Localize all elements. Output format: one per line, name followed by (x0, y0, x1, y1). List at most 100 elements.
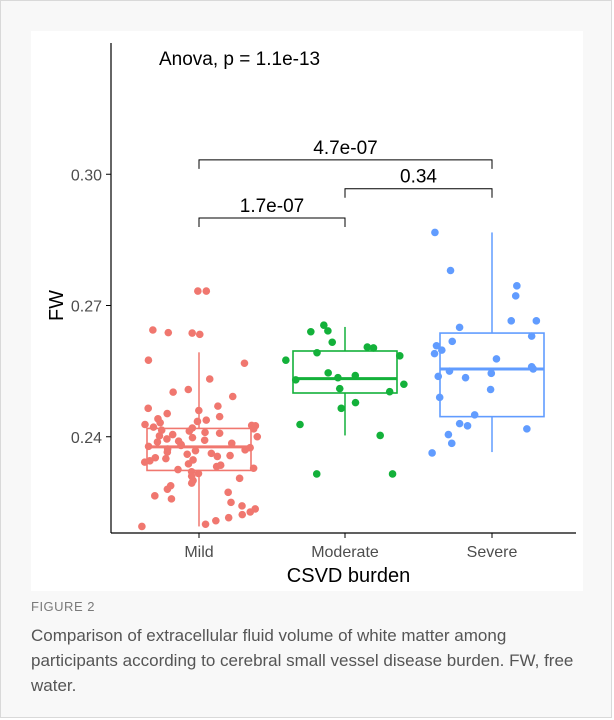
figure-caption: Comparison of extracellular fluid volume… (31, 626, 574, 695)
data-point (253, 432, 262, 441)
data-point (227, 439, 236, 448)
data-point (487, 369, 496, 378)
data-point (140, 458, 149, 466)
data-point (185, 427, 194, 435)
data-point (188, 329, 196, 337)
data-point (523, 425, 531, 433)
data-point (157, 426, 166, 434)
data-point (507, 317, 516, 325)
data-point (334, 373, 342, 382)
data-point (435, 393, 444, 402)
data-point (194, 287, 202, 295)
data-point (149, 423, 158, 431)
data-point (324, 327, 332, 335)
plot-layer: 0.24 0.27 0.30 Mild Moderate Severe CSVD burde… (46, 43, 576, 587)
data-point (202, 416, 211, 424)
data-point (291, 376, 300, 384)
data-point (296, 420, 304, 429)
data-point (193, 417, 202, 426)
data-point (238, 510, 247, 519)
data-point (205, 375, 214, 383)
data-point (226, 451, 234, 460)
data-point (200, 436, 209, 445)
x-tick-label: Mild (184, 544, 213, 561)
data-point (240, 359, 249, 368)
data-point (149, 326, 157, 334)
data-point (184, 385, 193, 394)
data-point (168, 430, 177, 439)
data-point (228, 392, 237, 401)
data-point (385, 387, 394, 396)
data-point (529, 365, 537, 373)
x-tick-label: Moderate (311, 544, 379, 561)
p-value-label: 0.34 (400, 167, 437, 188)
data-point (324, 369, 332, 377)
data-point (212, 462, 221, 471)
data-point (187, 479, 196, 487)
data-point (246, 508, 255, 516)
data-point (213, 452, 222, 461)
p-value-label: 1.7e-07 (240, 196, 304, 217)
data-point (532, 317, 541, 325)
significance-bracket (198, 159, 493, 169)
data-point (194, 469, 203, 478)
data-point (241, 446, 249, 454)
data-point (195, 330, 204, 339)
data-point (320, 321, 328, 329)
data-point (138, 522, 146, 531)
data-point (202, 287, 211, 295)
data-point (224, 513, 233, 522)
data-point (163, 485, 172, 494)
data-point (395, 352, 404, 360)
data-point (463, 422, 472, 430)
data-point (431, 228, 439, 237)
data-point (163, 409, 172, 418)
data-point (527, 332, 536, 340)
p-value-label: 4.7e-07 (313, 138, 377, 159)
data-point (201, 428, 209, 437)
data-point (335, 384, 344, 393)
data-point (430, 349, 439, 358)
figure-area: 0.24 0.27 0.30 Mild Moderate Severe CSVD burde… (31, 31, 583, 591)
data-point (369, 344, 378, 352)
data-point (486, 385, 495, 394)
data-point (282, 356, 290, 364)
data-point (337, 404, 346, 413)
data-point (195, 406, 203, 415)
data-point (249, 464, 258, 473)
data-point (163, 448, 172, 456)
y-tick-label: 0.24 (71, 430, 102, 447)
data-point (492, 355, 501, 363)
data-point (432, 341, 441, 350)
data-point (445, 367, 454, 375)
significance-bracket (198, 217, 346, 227)
data-point (400, 380, 408, 389)
data-point (167, 495, 176, 503)
data-point (447, 439, 456, 448)
data-point (249, 425, 258, 433)
data-point (446, 266, 455, 275)
x-tick-label: Severe (467, 544, 518, 561)
data-point (174, 465, 182, 474)
data-point (461, 373, 470, 382)
box (292, 350, 398, 394)
data-point (164, 328, 173, 337)
data-point (470, 411, 479, 419)
data-point (183, 450, 192, 459)
data-point (144, 442, 153, 451)
data-point (151, 492, 159, 500)
data-point (169, 388, 177, 396)
data-point (438, 346, 446, 354)
data-point (153, 438, 162, 446)
anova-annotation: Anova, p = 1.1e-13 (159, 49, 320, 70)
data-point (444, 430, 453, 439)
data-point (224, 488, 232, 497)
y-tick-label: 0.30 (71, 167, 102, 184)
y-axis-title: FW (46, 290, 68, 321)
data-point (184, 460, 193, 468)
data-point (188, 433, 197, 442)
data-point (434, 372, 443, 381)
data-point (162, 454, 170, 463)
data-point (307, 327, 315, 336)
